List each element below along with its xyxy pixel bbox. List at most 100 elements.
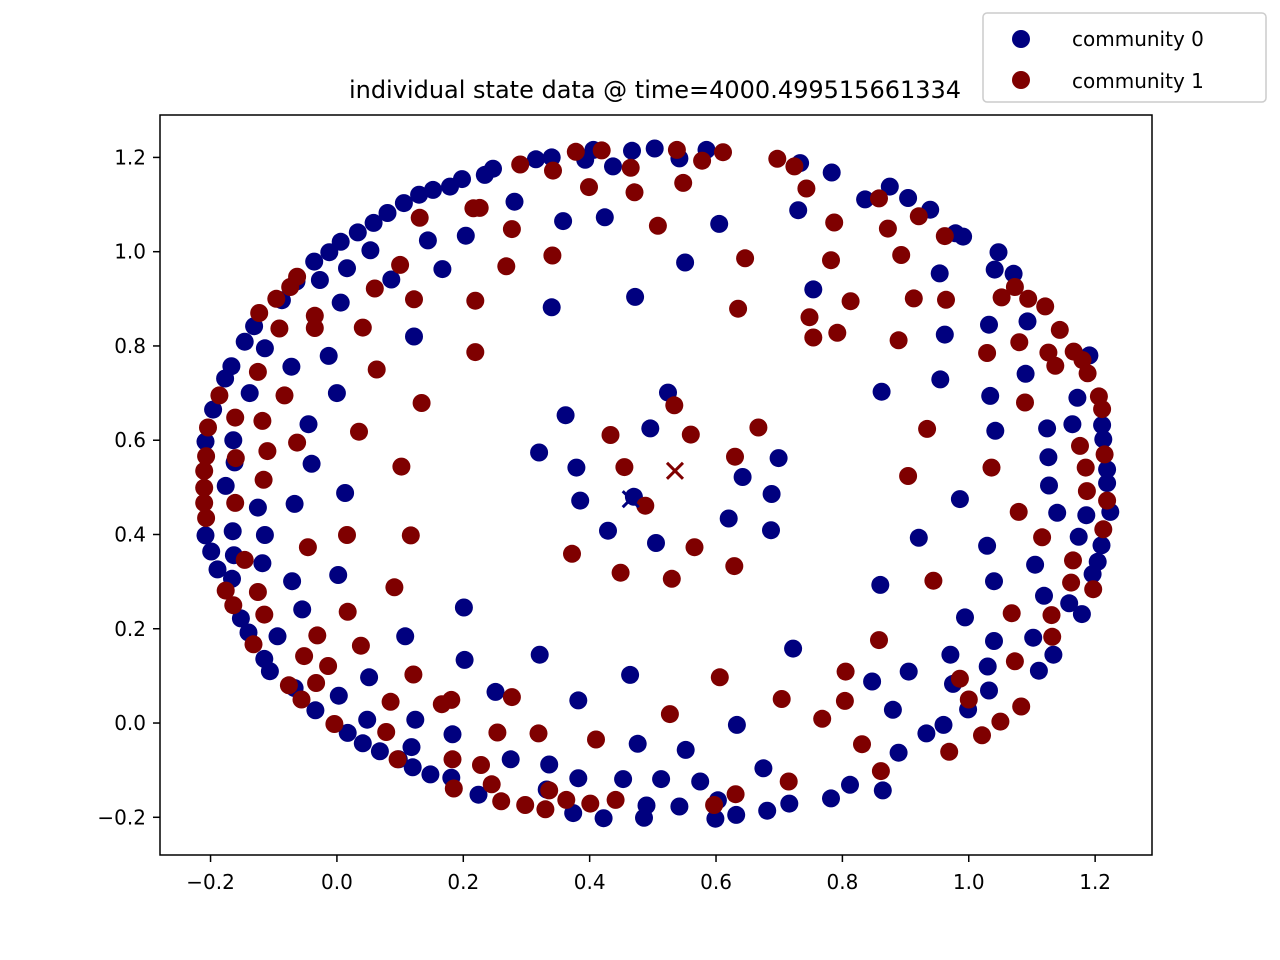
point-community-0-77: [484, 159, 502, 178]
point-community-1-173: [1098, 491, 1117, 510]
point-community-1-156: [1042, 606, 1061, 625]
point-community-1-116: [813, 709, 832, 728]
point-community-0-63: [410, 185, 429, 204]
point-community-1-16: [250, 304, 269, 322]
point-community-1-118: [825, 213, 844, 232]
point-community-0-197: [1094, 430, 1113, 449]
legend-box: [982, 12, 1267, 103]
point-community-1-104: [726, 447, 744, 466]
point-community-0-71: [453, 170, 471, 189]
chart-title: individual state data @ time=4000.499515…: [349, 76, 961, 104]
point-community-1-5: [199, 418, 217, 437]
point-community-1-142: [982, 458, 1001, 477]
point-community-0-141: [863, 672, 882, 691]
point-community-1-94: [665, 396, 684, 415]
point-community-1-165: [1076, 458, 1095, 477]
point-community-0-81: [526, 150, 545, 169]
point-community-0-89: [556, 406, 575, 425]
point-community-0-147: [889, 743, 908, 762]
legend-marker-community-1: [1012, 71, 1030, 89]
x-tick-label: 0.2: [447, 870, 479, 894]
point-community-1-148: [1009, 502, 1028, 521]
point-community-0-52: [364, 213, 383, 232]
point-community-0-1: [196, 432, 215, 451]
point-community-1-4: [197, 447, 216, 466]
point-community-1-130: [899, 467, 918, 485]
point-community-0-83: [530, 645, 549, 664]
point-community-1-37: [338, 526, 356, 544]
point-community-1-141: [978, 344, 997, 362]
point-community-1-11: [226, 449, 245, 468]
point-community-1-62: [470, 198, 489, 217]
point-community-1-23: [275, 386, 294, 405]
point-community-1-113: [797, 179, 816, 198]
point-community-1-122: [841, 292, 860, 311]
point-community-1-54: [412, 394, 431, 412]
point-community-0-103: [623, 141, 641, 160]
point-community-0-112: [652, 770, 671, 789]
point-community-1-19: [255, 605, 274, 624]
point-community-0-67: [433, 260, 452, 279]
point-community-1-46: [385, 578, 404, 597]
point-community-0-136: [804, 280, 823, 299]
point-community-0-166: [980, 681, 998, 700]
point-community-1-160: [1062, 573, 1081, 592]
point-community-1-74: [540, 781, 559, 800]
point-community-1-158: [1046, 356, 1065, 375]
point-community-1-139: [959, 690, 978, 709]
point-community-1-51: [404, 665, 423, 684]
point-community-0-158: [941, 645, 960, 664]
point-community-1-170: [1093, 400, 1112, 419]
point-community-0-39: [329, 566, 348, 584]
point-community-0-10: [224, 431, 243, 450]
point-community-1-125: [870, 189, 888, 208]
point-community-1-117: [822, 251, 840, 270]
point-community-1-124: [870, 631, 888, 650]
point-community-1-20: [258, 442, 277, 461]
point-community-0-186: [1060, 594, 1079, 613]
point-community-0-132: [780, 794, 799, 813]
point-community-0-7: [222, 357, 241, 376]
point-community-1-98: [685, 538, 704, 557]
point-community-0-65: [421, 765, 440, 784]
point-community-1-129: [892, 246, 911, 264]
point-community-1-167: [1078, 364, 1097, 383]
point-community-0-190: [1072, 605, 1091, 624]
point-community-0-131: [769, 449, 788, 468]
point-community-0-37: [320, 243, 339, 262]
point-community-0-2: [204, 400, 223, 419]
point-community-0-28: [285, 494, 304, 513]
point-community-1-45: [381, 692, 400, 711]
y-tick-label: −0.2: [97, 805, 146, 829]
point-community-1-155: [1039, 343, 1058, 362]
point-community-1-40: [351, 636, 370, 655]
point-community-1-66: [492, 792, 511, 811]
point-community-0-82: [530, 443, 549, 462]
point-community-0-57: [394, 194, 413, 213]
point-community-0-50: [360, 668, 379, 687]
x-axis: −0.2 0.0 0.2 0.4 0.6 0.8 1.0 1.2: [186, 855, 1111, 894]
point-community-1-152: [1019, 289, 1038, 308]
legend: community 0 community 1: [982, 12, 1267, 103]
point-community-0-38: [319, 346, 338, 365]
point-community-1-22: [270, 319, 289, 338]
point-community-0-165: [978, 657, 997, 676]
point-community-1-145: [1002, 604, 1021, 623]
point-community-0-94: [569, 769, 588, 788]
point-community-1-150: [1012, 697, 1031, 716]
point-community-1-71: [516, 796, 535, 814]
point-community-1-79: [566, 142, 585, 161]
point-community-0-139: [841, 775, 859, 794]
point-community-1-3: [195, 461, 214, 480]
point-community-0-177: [1024, 628, 1043, 647]
point-community-1-69: [502, 220, 521, 239]
centroid-marker-community-1: [665, 461, 685, 480]
point-community-1-65: [488, 723, 507, 742]
point-community-0-101: [614, 770, 633, 789]
x-tick-label: −0.2: [186, 870, 235, 894]
point-community-1-24: [279, 676, 298, 695]
point-community-0-91: [567, 458, 586, 477]
point-community-0-53: [370, 742, 389, 761]
point-community-0-124: [727, 805, 746, 824]
point-community-1-61: [466, 291, 485, 310]
